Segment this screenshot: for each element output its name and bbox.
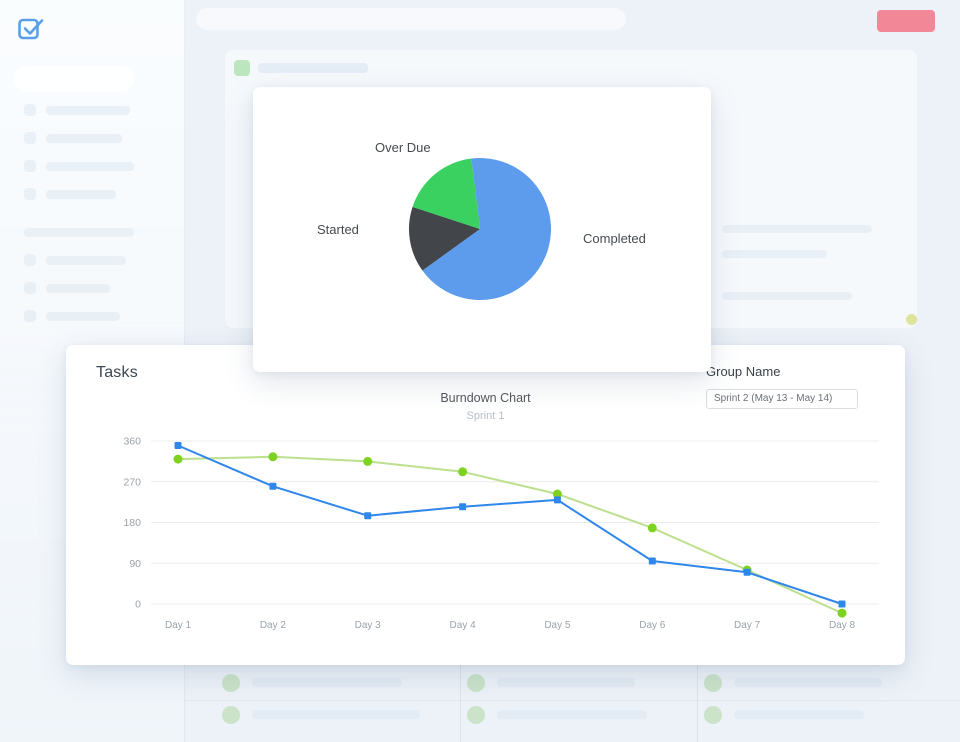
placeholder-list-text xyxy=(252,678,402,687)
placeholder-nav-icon xyxy=(24,310,36,322)
svg-text:Day 2: Day 2 xyxy=(260,620,287,631)
placeholder-nav-icon xyxy=(24,254,36,266)
svg-text:Day 8: Day 8 xyxy=(829,620,856,631)
placeholder-nav-icon xyxy=(24,282,36,294)
svg-text:360: 360 xyxy=(123,436,141,448)
placeholder-nav-item xyxy=(46,312,120,321)
sprint-select[interactable]: Sprint 2 (May 13 - May 14) xyxy=(706,389,858,409)
placeholder-avatar xyxy=(704,674,722,692)
placeholder-nav-item xyxy=(46,106,130,115)
decor-column-divider xyxy=(460,665,461,742)
decor-column-divider xyxy=(697,665,698,742)
svg-text:Day 4: Day 4 xyxy=(450,620,477,631)
placeholder-list-text xyxy=(734,678,882,687)
app-logo-checkbox-icon[interactable] xyxy=(16,14,46,44)
placeholder-list-text xyxy=(497,710,647,719)
tasks-burndown-card: Tasks Burndown Chart Sprint 1 Group Name… xyxy=(66,345,905,665)
placeholder-nav-icon xyxy=(24,104,36,116)
placeholder-avatar xyxy=(467,706,485,724)
header-action-button[interactable] xyxy=(877,10,935,32)
placeholder-avatar xyxy=(704,706,722,724)
placeholder-list-text xyxy=(497,678,635,687)
svg-text:180: 180 xyxy=(123,517,141,529)
pie-label-completed: Completed xyxy=(583,231,646,246)
burndown-chart-title: Burndown Chart xyxy=(440,391,531,405)
burndown-chart-subtitle: Sprint 1 xyxy=(466,410,505,422)
placeholder-nav-item xyxy=(46,190,116,199)
placeholder-search-bar xyxy=(196,8,626,30)
svg-text:Day 6: Day 6 xyxy=(639,620,666,631)
decor-row-divider xyxy=(184,700,960,701)
placeholder-list-text xyxy=(252,710,420,719)
svg-text:Day 5: Day 5 xyxy=(544,620,571,631)
placeholder-nav-item xyxy=(46,284,110,293)
placeholder-nav-item xyxy=(46,162,134,171)
placeholder-section-label xyxy=(24,228,134,237)
placeholder-nav-icon xyxy=(24,188,36,200)
task-status-pie-chart xyxy=(408,158,551,301)
placeholder-nav-icon xyxy=(24,160,36,172)
decor-status-dot xyxy=(906,314,917,325)
placeholder-list-text xyxy=(734,710,864,719)
burndown-line-chart: 360 270 180 90 0 Day 1 Day 2 Day 3 Day 4 Day 5 Day… xyxy=(123,436,879,631)
placeholder-panel-title xyxy=(258,63,368,73)
svg-text:Day 1: Day 1 xyxy=(165,620,192,631)
placeholder-new-task-button xyxy=(14,66,134,92)
pie-label-overdue: Over Due xyxy=(375,140,431,155)
placeholder-panel-icon xyxy=(234,60,250,76)
placeholder-text-line xyxy=(722,250,827,258)
svg-text:Day 3: Day 3 xyxy=(355,620,382,631)
placeholder-text-line xyxy=(722,292,852,300)
svg-text:270: 270 xyxy=(123,476,141,488)
placeholder-nav-item xyxy=(46,256,126,265)
pie-label-started: Started xyxy=(317,222,359,237)
group-name-label: Group Name xyxy=(706,364,781,379)
placeholder-avatar xyxy=(222,706,240,724)
svg-text:0: 0 xyxy=(135,599,141,611)
tasks-card-title: Tasks xyxy=(96,364,138,381)
placeholder-avatar xyxy=(467,674,485,692)
svg-text:Day 7: Day 7 xyxy=(734,620,761,631)
svg-text:90: 90 xyxy=(129,558,141,570)
placeholder-text-line xyxy=(722,225,872,233)
status-pie-card: Over Due Started Completed xyxy=(253,87,711,372)
placeholder-nav-item xyxy=(46,134,122,143)
placeholder-nav-icon xyxy=(24,132,36,144)
placeholder-avatar xyxy=(222,674,240,692)
